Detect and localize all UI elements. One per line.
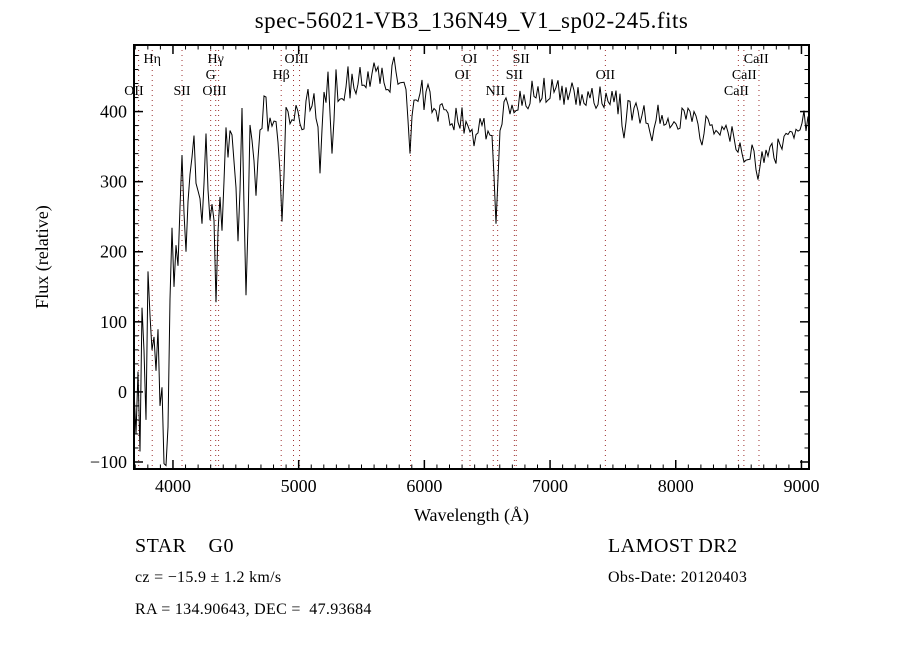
obs-date-label: Obs-Date: 20120403 xyxy=(608,569,748,586)
y-tick-label: 400 xyxy=(100,102,127,122)
y-tick-label: 300 xyxy=(100,172,127,192)
spectral-line-label: OIII xyxy=(284,52,308,67)
spectral-line-label: OI xyxy=(455,68,470,83)
spectral-line-label: SII xyxy=(506,68,523,83)
spectral-line-label: Hγ xyxy=(208,52,224,67)
survey-release-label: LAMOST DR2 xyxy=(608,535,738,557)
spectral-line-label: SII xyxy=(513,52,530,67)
spectral-line-label: OI xyxy=(463,52,478,67)
spectral-line-label: OII xyxy=(596,68,616,83)
y-tick-label: −100 xyxy=(90,452,127,472)
x-tick-label: 6000 xyxy=(406,476,442,496)
spectral-line-label: Hη xyxy=(144,52,161,67)
plot-frame xyxy=(133,44,810,470)
spectral-line-label: NII xyxy=(486,84,506,99)
spectrum-path xyxy=(133,56,809,467)
spectral-line-label: CaII xyxy=(744,52,769,67)
spectral-line-label: SII xyxy=(173,84,190,99)
y-tick-label: 0 xyxy=(118,382,127,402)
x-tick-label: 4000 xyxy=(155,476,191,496)
spectral-line-label: G xyxy=(206,68,216,83)
y-axis-title: Flux (relative) xyxy=(32,205,53,308)
x-tick-label: 5000 xyxy=(281,476,317,496)
cz-velocity-label: cz = −15.9 ± 1.2 km/s xyxy=(135,569,282,586)
x-tick-label: 9000 xyxy=(783,476,819,496)
x-tick-label: 8000 xyxy=(658,476,694,496)
x-tick-label: 7000 xyxy=(532,476,568,496)
x-axis-title: Wavelength (Å) xyxy=(414,505,529,526)
spectral-line-label: OIII xyxy=(202,84,226,99)
y-tick-label: 100 xyxy=(100,312,127,332)
spectral-line-label: CaII xyxy=(732,68,757,83)
spectral-line-label: Hβ xyxy=(273,68,290,83)
ra-dec-label: RA = 134.90643, DEC = 47.93684 xyxy=(135,601,372,618)
spectral-line-label: CaII xyxy=(724,84,749,99)
y-tick-label: 200 xyxy=(100,242,127,262)
page-title: spec-56021-VB3_136N49_V1_sp02-245.fits xyxy=(254,8,689,33)
object-class-label: STAR G0 xyxy=(135,535,234,557)
